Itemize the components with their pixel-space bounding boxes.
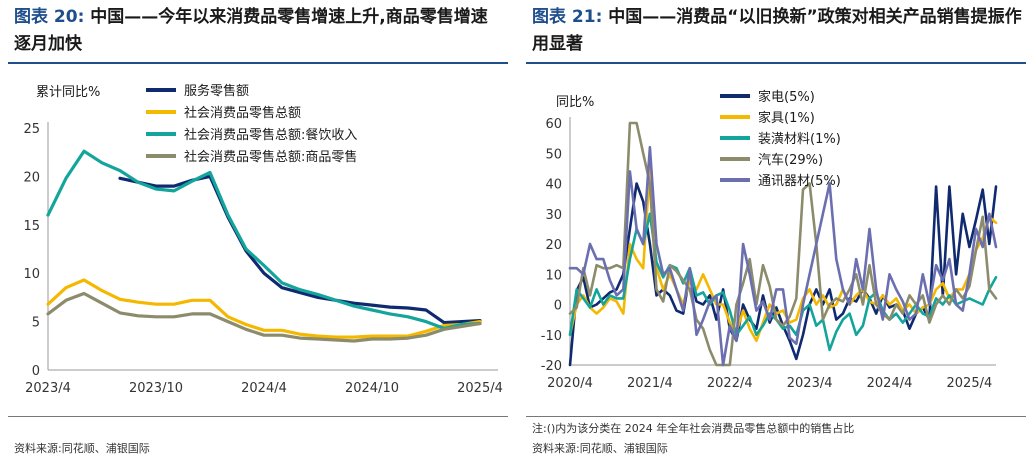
right-x-tick-label: 2025/4	[947, 376, 993, 391]
right-y-tick-label: -20	[541, 359, 562, 374]
left-x-tick-label: 2024/10	[345, 381, 399, 396]
right-y-tick-label: -10	[541, 329, 562, 344]
right-y-tick-label: 10	[545, 268, 562, 283]
left-legend-label-1: 服务零售额	[184, 83, 249, 99]
left-series-line-3	[46, 149, 482, 330]
left-figure-panel: 图表 20: 中国——今年以来消费品零售增速上升,商品零售增速逐月加快 累计同比…	[8, 0, 508, 458]
right-source: 资料来源:同花顺、浦银国际	[532, 442, 668, 455]
right-y-tick-label: 60	[545, 117, 562, 132]
left-legend-label-3: 社会消费品零售总额:餐饮收入	[184, 127, 357, 143]
left-legend-label-2: 社会消费品零售总额	[184, 105, 301, 121]
right-series-line-5	[568, 145, 998, 367]
left-y-tick-label: 15	[23, 219, 40, 234]
left-y-tick-label: 0	[32, 364, 40, 379]
right-y-tick-label: 40	[545, 178, 562, 193]
left-figure-title-text: 中国——今年以来消费品零售增速上升,商品零售增速逐月加快	[14, 7, 488, 54]
right-y-tick-label: 20	[545, 238, 562, 253]
right-figure-number: 图表 21:	[532, 7, 603, 27]
left-figure-number: 图表 20:	[14, 7, 85, 27]
right-x-tick-label: 2020/4	[547, 376, 593, 391]
right-legend-label-2: 家具(1%)	[758, 110, 815, 126]
left-y-axis-label: 累计同比%	[36, 85, 100, 100]
right-x-tick-label: 2023/4	[787, 376, 833, 391]
right-figure-title-text: 中国——消费品“以旧换新”政策对相关产品销售提振作用显著	[532, 7, 1022, 54]
left-series-line-1	[118, 174, 482, 325]
right-y-tick-label: 50	[545, 147, 562, 162]
left-y-tick-label: 5	[32, 316, 40, 331]
right-legend-label-4: 汽车(29%)	[758, 152, 823, 168]
right-note: 注:()内为该分类在 2024 年全年社会消费品零售总额中的销售占比	[532, 422, 855, 435]
left-y-tick-label: 25	[23, 122, 40, 137]
left-y-tick-label: 20	[23, 170, 40, 185]
left-y-tick-label: 10	[23, 267, 40, 282]
right-figure-panel: 图表 21: 中国——消费品“以旧换新”政策对相关产品销售提振作用显著 同比% -…	[526, 0, 1026, 458]
right-chart: 同比% -20 -10 0 10 20 30 40 50 60 2020/4 2021/4 2022/4…	[541, 89, 998, 391]
left-title-rule	[8, 62, 508, 64]
right-series-line-4	[568, 121, 998, 367]
left-footer-rule	[8, 416, 508, 417]
right-footer-rule	[526, 416, 1026, 417]
right-legend-label-3: 装潢材料(1%)	[758, 132, 841, 147]
left-figure-title: 图表 20: 中国——今年以来消费品零售增速上升,商品零售增速逐月加快	[14, 4, 504, 58]
left-x-tick-label: 2024/4	[241, 381, 287, 396]
left-chart: 累计同比% 0 5 10 15 20 25 2023/4 2023/10 2024/4 2024/1…	[23, 83, 503, 396]
left-series-line-4	[46, 291, 482, 343]
right-legend-label-5: 通讯器材(5%)	[758, 174, 841, 189]
right-y-axis-label: 同比%	[556, 95, 594, 110]
left-x-tick-label: 2025/4	[457, 381, 503, 396]
right-figure-title: 图表 21: 中国——消费品“以旧换新”政策对相关产品销售提振作用显著	[532, 4, 1022, 58]
right-x-tick-label: 2022/4	[707, 376, 753, 391]
right-y-tick-label: 0	[554, 299, 562, 314]
right-y-tick-label: 30	[545, 208, 562, 223]
right-title-rule	[526, 62, 1026, 64]
right-x-tick-label: 2021/4	[627, 376, 673, 391]
right-x-tick-label: 2024/4	[867, 376, 913, 391]
left-source: 资料来源:同花顺、浦银国际	[14, 442, 150, 455]
left-x-tick-label: 2023/10	[129, 381, 183, 396]
left-legend-label-4: 社会消费品零售总额:商品零售	[184, 149, 357, 165]
left-x-tick-label: 2023/4	[25, 381, 71, 396]
left-series-line-2	[46, 278, 482, 339]
right-legend-label-1: 家电(5%)	[758, 89, 815, 105]
